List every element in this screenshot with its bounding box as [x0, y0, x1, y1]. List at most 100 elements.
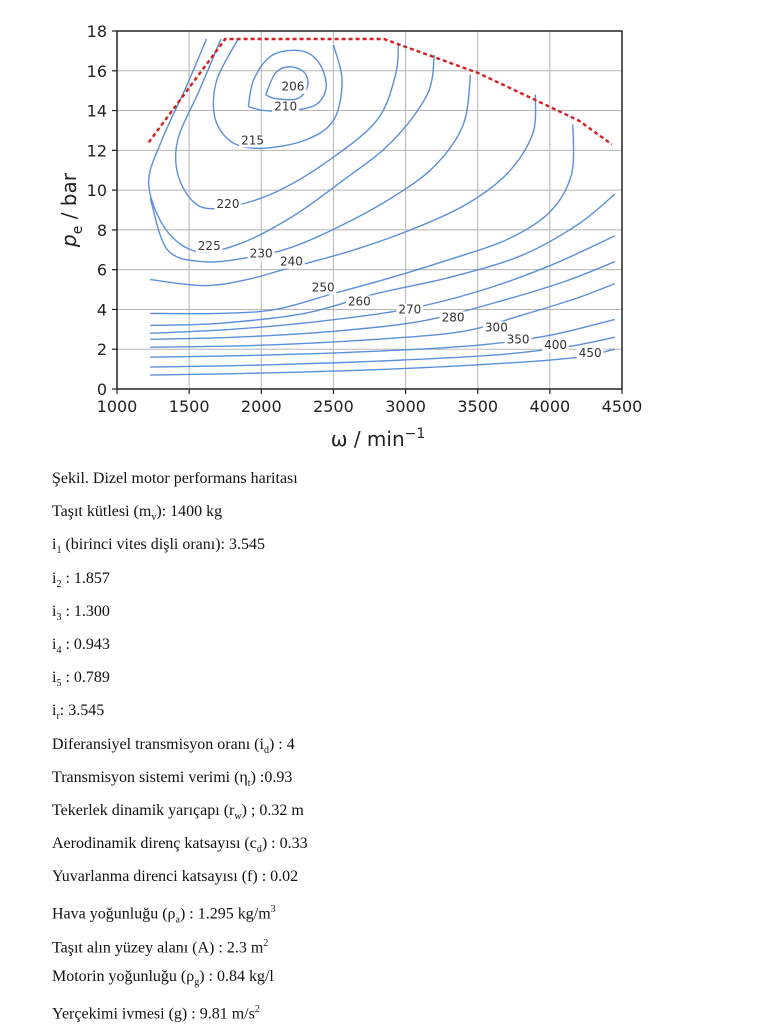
parameter-post: : 3.545	[59, 702, 105, 720]
contour-label-bg	[576, 347, 604, 361]
parameter-sub: 4	[56, 645, 62, 657]
contour-label-350: 350	[507, 332, 530, 346]
parameter-pre: Tekerlek dinamik yarıçapı (r	[52, 801, 235, 819]
y-tick-label: 2	[97, 340, 107, 359]
parameter-post: : 0.789	[61, 669, 110, 687]
contour-label-bg	[239, 134, 266, 148]
parameter-line: Aerodinamik direnç katsayısı (cd) : 0.33	[52, 831, 752, 864]
parameter-sup: 2	[263, 937, 269, 949]
y-tick-label: 18	[87, 22, 107, 41]
full-load-curve	[147, 37, 613, 146]
contour-label-280: 280	[442, 310, 465, 324]
contour-label-206: 206	[281, 80, 304, 94]
contour-line-220	[174, 38, 400, 210]
axis-ticks: 1000 1500 2000 2500 3000 3500 4000 4500 0 2 4 6 8 10 1…	[87, 22, 643, 416]
contour-label-bg	[272, 100, 300, 114]
x-tick-label: 3000	[385, 397, 426, 416]
parameter-pre: i	[52, 635, 57, 653]
contour-line-260	[150, 193, 616, 327]
x-tick-label: 3500	[457, 397, 498, 416]
parameter-line: Motorin yoğunluğu (ρg) : 0.84 kg/l	[52, 964, 752, 997]
contour-label-bg	[439, 311, 467, 325]
parameter-line: Taşıt kütlesi (mv): 1400 kg	[52, 499, 752, 532]
parameter-post: ): 1400 kg	[156, 503, 223, 521]
contour-line-230	[149, 74, 472, 263]
contour-label-bg	[345, 295, 373, 309]
y-axis-label-group: pe / bar	[57, 172, 86, 248]
contour-line-250	[150, 124, 575, 315]
contour-lines	[147, 38, 616, 376]
y-tick-label: 10	[87, 181, 107, 200]
parameter-line: Transmisyon sistemi verimi (ηt) :0.93	[52, 765, 752, 798]
x-axis-label: ω / min−1	[331, 426, 426, 451]
parameter-sup: 3	[270, 904, 276, 916]
parameter-sub: d	[256, 844, 262, 856]
parameter-post: ) : 1.295 kg/m	[179, 905, 271, 923]
parameter-line: Yuvarlanma direnci katsayısı (f) : 0.02	[52, 864, 752, 897]
plot-frame	[116, 30, 623, 390]
parameter-pre: i	[52, 669, 57, 687]
parameter-post: ) :0.93	[250, 768, 293, 786]
parameter-list: Taşıt kütlesi (mv): 1400 kg i1 (birinci v…	[52, 499, 752, 1030]
contour-label-bg	[214, 198, 242, 212]
contour-label-bg	[247, 247, 275, 261]
parameter-pre: Hava yoğunluğu (ρ	[52, 905, 176, 923]
y-tick-label: 14	[87, 102, 107, 121]
figure-caption: Şekil. Dizel motor performans haritası	[52, 470, 298, 487]
parameter-pre: Taşıt kütlesi (m	[52, 503, 152, 521]
parameter-pre: Yuvarlanma direnci katsayısı (f) : 0.02	[52, 868, 299, 886]
contour-line-206	[264, 66, 309, 101]
contour-line-300	[150, 282, 616, 348]
parameter-line: ir: 3.545	[52, 698, 752, 731]
parameter-line: Diferansiyel transmisyon oranı (id) : 4	[52, 732, 752, 765]
parameter-pre: Aerodinamik direnç katsayısı (c	[52, 835, 257, 853]
parameter-sub: d	[263, 744, 269, 756]
contour-label-260: 260	[348, 294, 371, 308]
parameter-pre: i	[52, 536, 57, 554]
y-tick-label: 8	[97, 221, 107, 240]
parameter-pre: Motorin yoğunluğu (ρ	[52, 967, 195, 985]
x-tick-label: 1500	[169, 397, 210, 416]
y-tick-label: 12	[87, 141, 107, 160]
contour-label-bg	[504, 333, 532, 347]
contour-label-215: 215	[241, 133, 264, 147]
contour-label-bg	[195, 239, 223, 253]
contour-label-bg	[542, 339, 569, 353]
contour-label-210: 210	[274, 100, 297, 114]
contour-label-bg	[279, 80, 307, 94]
full-load-curve-group	[147, 37, 613, 146]
parameter-post: : 1.300	[61, 602, 110, 620]
x-tick-label: 1000	[97, 397, 138, 416]
y-axis-label: pe / bar	[57, 172, 86, 248]
contour-label-bg	[482, 321, 510, 335]
parameter-pre: Transmisyon sistemi verimi (η	[52, 768, 248, 786]
x-tick-label: 2500	[313, 397, 354, 416]
parameter-pre: Diferansiyel transmisyon oranı (i	[52, 735, 264, 753]
y-tick-label: 4	[97, 300, 107, 319]
parameter-pre: i	[52, 702, 57, 720]
contour-line-240	[150, 94, 537, 287]
contour-label-300: 300	[485, 320, 508, 334]
parameter-text-block: Şekil. Dizel motor performans haritası T…	[52, 466, 752, 1030]
parameter-post: ) : 0.33	[261, 835, 308, 853]
parameter-line: i4 : 0.943	[52, 632, 752, 665]
parameter-line: Hava yoğunluğu (ρa) : 1.295 kg/m3	[52, 897, 752, 930]
contour-label-220: 220	[217, 197, 240, 211]
parameter-sub: w	[234, 811, 242, 823]
contour-label-450: 450	[579, 346, 602, 360]
parameter-pre: i	[52, 569, 57, 587]
contour-label-250: 250	[312, 281, 335, 295]
parameter-sub: 1	[56, 545, 62, 557]
parameter-line: Taşıt alın yüzey alanı (A) : 2.3 m2	[52, 931, 752, 964]
contour-label-bg	[309, 281, 337, 295]
x-tick-label: 4000	[529, 397, 570, 416]
contour-label-400: 400	[544, 338, 567, 352]
parameter-line: Yerçekimi ivmesi (g) : 9.81 m/s2	[52, 997, 752, 1030]
contour-label-bg	[278, 255, 305, 269]
y-tick-label: 16	[87, 62, 107, 81]
contour-line-280	[150, 261, 616, 340]
parameter-sub: 2	[56, 578, 62, 590]
parameter-post: : 1.857	[61, 569, 110, 587]
